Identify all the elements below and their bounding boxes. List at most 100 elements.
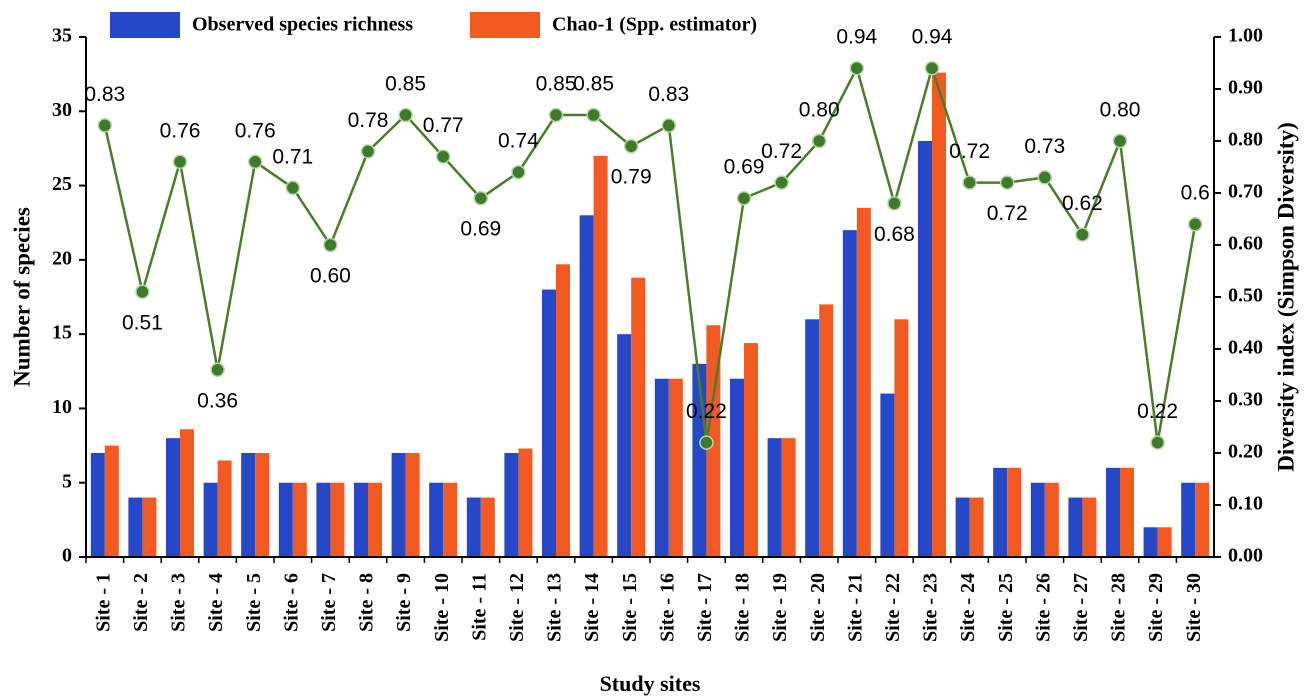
point	[97, 118, 113, 133]
data-label: 0.72	[761, 140, 802, 163]
data-label: 0.51	[122, 311, 163, 334]
bar	[654, 378, 669, 557]
data-label: 0.80	[799, 99, 840, 122]
bar	[217, 460, 232, 557]
point	[285, 180, 301, 196]
bar	[542, 289, 556, 557]
bar	[730, 378, 744, 557]
bar	[504, 453, 519, 557]
bar	[805, 319, 820, 557]
bar	[128, 497, 143, 557]
x-tick-label: Site - 16	[656, 573, 678, 642]
x-tick-label: Site - 25	[995, 573, 1017, 642]
point	[210, 362, 225, 378]
point	[435, 149, 451, 164]
data-label: 0.69	[724, 156, 765, 179]
y2-tick-label: 0.50	[1228, 285, 1263, 307]
bar	[292, 482, 307, 557]
y-tick-label: 10	[52, 396, 72, 418]
data-label: 0.85	[536, 73, 577, 96]
point	[774, 175, 789, 190]
point	[398, 107, 413, 123]
x-tick-label: Site - 11	[468, 573, 490, 641]
bar	[142, 497, 157, 557]
y-tick-label: 25	[52, 173, 72, 195]
data-label: 0.74	[498, 130, 539, 153]
y-tick-label: 30	[52, 99, 72, 121]
data-label: 0.69	[460, 218, 501, 241]
x-axis-title: Study sites	[600, 671, 701, 696]
data-label: 0.72	[949, 140, 990, 163]
x-tick-label: Site - 2	[130, 573, 152, 632]
data-label: 0.83	[84, 83, 125, 106]
bar	[429, 482, 444, 557]
x-tick-label: Site - 12	[506, 573, 528, 642]
data-label: 0.71	[272, 145, 313, 168]
point	[473, 190, 489, 206]
x-tick-label: Site - 1	[92, 573, 114, 632]
x-tick-label: Site - 20	[807, 573, 829, 642]
bar	[443, 482, 458, 557]
legend-swatch	[470, 12, 540, 38]
bar	[1044, 482, 1059, 557]
data-label: 0.76	[235, 119, 276, 142]
bar	[880, 393, 895, 557]
x-tick-label: Site - 26	[1032, 573, 1054, 642]
x-tick-label: Site - 24	[957, 573, 979, 642]
bar	[781, 438, 796, 557]
point	[924, 60, 940, 76]
x-tick-label: Site - 3	[168, 573, 190, 632]
bar	[90, 453, 105, 557]
data-label: 0.62	[1062, 192, 1103, 215]
x-tick-label: Site - 23	[920, 573, 942, 642]
x-tick-label: Site - 27	[1070, 573, 1092, 642]
data-label: 0.77	[423, 114, 464, 137]
data-label: 0.78	[348, 109, 389, 132]
bar	[593, 155, 608, 557]
x-tick-label: Site - 21	[844, 573, 866, 642]
bar	[617, 334, 632, 557]
x-tick-label: Site - 5	[243, 573, 265, 632]
y-tick-label: 35	[52, 25, 72, 47]
x-tick-label: Site - 15	[619, 573, 641, 642]
bar	[579, 215, 594, 558]
data-label: 0.85	[385, 73, 426, 96]
data-label: 0.6	[1181, 182, 1210, 205]
y2-tick-label: 0.10	[1228, 493, 1263, 515]
data-label: 0.60	[310, 265, 351, 288]
bar	[518, 448, 533, 557]
y-tick-label: 0	[62, 545, 72, 567]
x-tick-label: Site - 8	[356, 573, 378, 632]
y2-tick-label: 0.90	[1228, 77, 1263, 99]
y2-tick-label: 0.60	[1228, 233, 1263, 255]
data-label: 0.22	[1137, 400, 1178, 423]
bar	[1143, 527, 1158, 557]
data-label: 0.22	[686, 400, 727, 423]
bar	[856, 207, 871, 557]
point	[736, 190, 752, 206]
x-tick-label: Site - 28	[1108, 573, 1130, 642]
data-label: 0.94	[836, 26, 877, 49]
bar	[969, 497, 984, 557]
y2-axis-title: Diversity index (Simpson Diversity)	[1273, 122, 1298, 471]
x-tick-label: Site - 22	[882, 573, 904, 642]
bar	[668, 378, 683, 557]
point	[586, 107, 601, 123]
data-label: 0.76	[160, 119, 201, 142]
y2-tick-label: 0.70	[1228, 181, 1263, 203]
bar	[203, 482, 218, 557]
x-tick-label: Site - 30	[1183, 573, 1205, 642]
point	[323, 237, 338, 253]
bar	[955, 497, 970, 557]
bar	[1120, 467, 1134, 557]
point	[661, 118, 677, 133]
point	[1150, 435, 1165, 450]
point	[1112, 133, 1128, 149]
point	[1187, 216, 1203, 232]
bar	[1157, 527, 1172, 557]
bar	[932, 72, 946, 558]
x-tick-label: Site - 4	[205, 573, 227, 632]
y2-tick-label: 0.20	[1228, 441, 1263, 463]
x-tick-label: Site - 6	[280, 573, 302, 632]
point	[1037, 170, 1053, 185]
